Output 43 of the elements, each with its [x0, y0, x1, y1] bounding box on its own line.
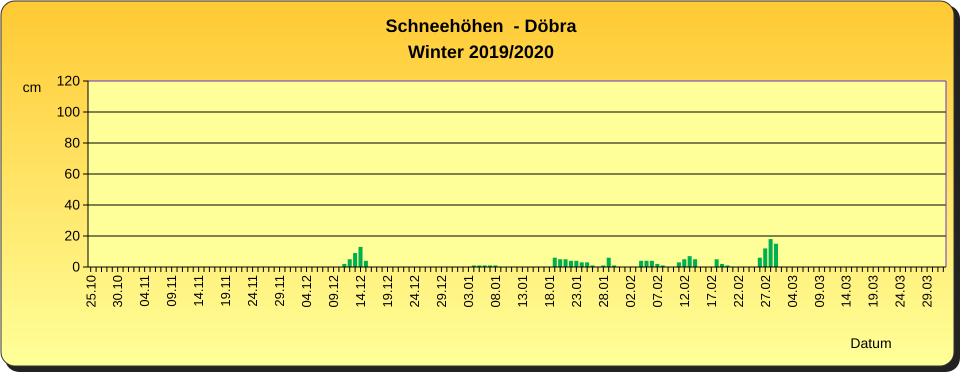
- x-tick-label: 09.11: [164, 275, 180, 307]
- x-tick-label: 17.02: [704, 275, 719, 308]
- chart-title: Schneehöhen - Döbra: [385, 16, 578, 36]
- y-axis-title: cm: [22, 79, 42, 95]
- x-tick-label: 24.11: [245, 275, 260, 307]
- x-tick-label: 24.03: [892, 275, 908, 308]
- x-tick-label: 14.03: [838, 275, 854, 308]
- y-tick-label: 120: [56, 72, 80, 88]
- x-tick-label: 12.02: [676, 275, 692, 308]
- x-tick-label: 19.11: [218, 275, 234, 307]
- x-tick-label: 02.02: [622, 275, 638, 308]
- y-tick-label: 80: [64, 134, 80, 150]
- x-tick-label: 03.01: [460, 275, 476, 308]
- x-tick-label: 27.02: [758, 275, 773, 308]
- x-tick-label: 23.01: [568, 275, 584, 308]
- x-tick-label: 19.12: [380, 275, 396, 308]
- x-tick-label: 29.12: [434, 275, 450, 308]
- x-tick-label: 08.01: [488, 275, 503, 308]
- y-tick-label: 40: [64, 196, 80, 212]
- x-tick-label: 29.03: [920, 275, 935, 308]
- y-tick-label: 20: [64, 227, 80, 244]
- x-tick-label: 09.12: [326, 275, 342, 308]
- x-tick-label: 29.11: [272, 275, 288, 307]
- x-tick-label: 19.03: [866, 275, 881, 308]
- x-tick-label: 04.11: [137, 275, 152, 307]
- chart-subtitle: Winter 2019/2020: [408, 42, 554, 62]
- y-tick-label: 0: [72, 258, 80, 274]
- x-tick-label: 30.10: [110, 275, 126, 308]
- x-tick-label: 04.03: [784, 275, 800, 308]
- x-tick-label: 13.01: [514, 275, 530, 308]
- y-tick-label: 100: [56, 103, 80, 120]
- x-tick-label: 14.12: [353, 275, 368, 308]
- x-tick-label: 25.10: [83, 275, 98, 308]
- x-tick-label: 28.01: [596, 275, 611, 308]
- x-axis-title: Datum: [850, 335, 892, 351]
- x-tick-label: 22.02: [730, 275, 746, 308]
- x-tick-label: 09.03: [812, 275, 827, 308]
- x-tick-label: 24.12: [407, 275, 422, 308]
- x-tick-label: 04.12: [299, 275, 314, 308]
- y-tick-label: 60: [64, 165, 80, 182]
- x-tick-label: 14.11: [191, 275, 206, 307]
- x-tick-label: 18.01: [542, 275, 557, 308]
- x-tick-label: 07.02: [650, 275, 665, 308]
